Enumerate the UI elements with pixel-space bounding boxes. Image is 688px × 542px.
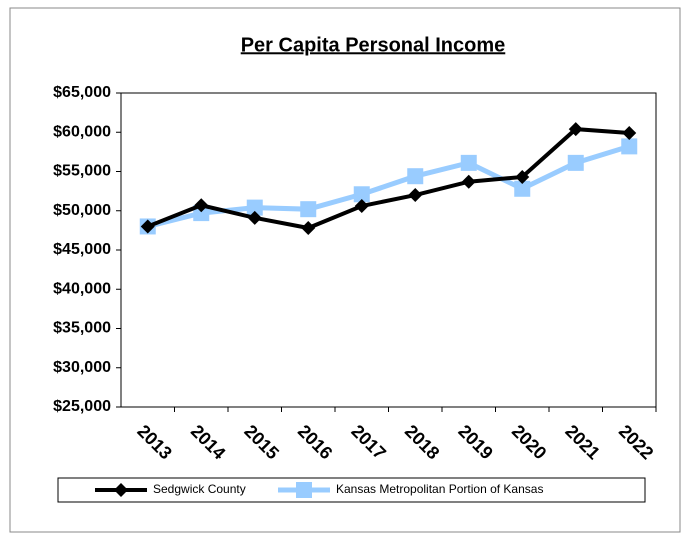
legend-box: [57, 477, 646, 503]
point: [354, 199, 369, 214]
point: [246, 199, 263, 216]
y-tick-label: $45,000: [53, 241, 111, 258]
point: [515, 169, 530, 184]
point: [301, 221, 316, 236]
y-tick-label: $30,000: [53, 359, 111, 376]
point: [194, 198, 209, 213]
legend-label: Sedgwick County: [153, 482, 246, 496]
point: [353, 186, 370, 203]
y-tick-label: $25,000: [53, 398, 111, 415]
y-tick-label: $50,000: [53, 202, 111, 219]
series-line: [147, 127, 630, 231]
legend-label: Kansas Metropolitan Portion of Kansas: [336, 482, 543, 496]
chart-title: Per Capita Personal Income: [241, 34, 506, 56]
point: [247, 210, 262, 225]
y-tick-label: $55,000: [53, 163, 111, 180]
point: [622, 126, 637, 141]
point: [300, 201, 317, 218]
point: [408, 188, 423, 203]
legend-marker: [296, 482, 312, 498]
point: [567, 154, 584, 171]
point: [460, 154, 477, 171]
point: [514, 180, 531, 197]
legend-marker: [114, 483, 128, 497]
point: [621, 138, 638, 155]
y-tick-label: $35,000: [53, 320, 111, 337]
y-tick-label: $65,000: [53, 84, 111, 101]
point: [568, 122, 583, 137]
series: [140, 122, 637, 236]
chart-border: [9, 7, 681, 533]
y-tick-label: $60,000: [53, 123, 111, 140]
point: [407, 168, 424, 185]
point: [193, 205, 210, 222]
point: [140, 219, 155, 234]
point: [461, 174, 476, 189]
y-tick-label: $40,000: [53, 280, 111, 297]
